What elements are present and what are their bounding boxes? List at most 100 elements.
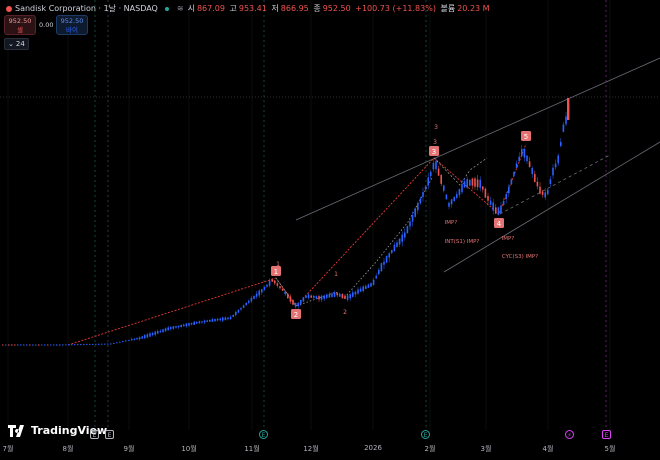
candle <box>456 194 458 198</box>
candle <box>23 344 25 346</box>
visibility-icon[interactable]: ≋ <box>176 4 184 13</box>
buy-price: 952.50 <box>60 17 84 25</box>
candle <box>383 261 385 265</box>
candle <box>448 202 450 207</box>
candle <box>357 289 359 294</box>
sell-label: 셀 <box>17 26 23 34</box>
tradingview-logo-icon <box>8 424 24 437</box>
candle <box>38 344 40 346</box>
candle <box>170 327 172 329</box>
candle <box>411 215 414 222</box>
x-tick-label: 12월 <box>303 445 319 453</box>
candle <box>534 174 536 182</box>
candle <box>131 339 133 341</box>
candle <box>26 344 28 346</box>
candle <box>440 174 442 184</box>
candle <box>162 329 164 332</box>
candle <box>302 297 305 302</box>
candle <box>432 163 435 170</box>
wave-line-secondary[interactable] <box>275 177 433 307</box>
candle <box>261 289 263 293</box>
x-tick-label: 3월 <box>480 445 492 453</box>
buy-button[interactable]: 952.50 바이 <box>56 15 88 35</box>
candle <box>354 291 357 295</box>
candle <box>479 179 481 188</box>
candle <box>339 293 341 297</box>
symbol-title[interactable]: Sandisk Corporation · 1날 · NASDAQ <box>15 4 158 13</box>
candle <box>185 323 188 327</box>
candle <box>245 302 247 306</box>
x-tick-label: 10월 <box>181 445 197 453</box>
candle <box>266 284 268 287</box>
close-label: 종 <box>313 4 321 13</box>
candle <box>292 299 294 305</box>
imp-label-2: IMP? <box>502 236 515 242</box>
candle <box>463 181 466 188</box>
candle <box>471 178 474 186</box>
candle <box>68 344 70 346</box>
candle <box>258 290 260 296</box>
earnings-event-icon[interactable]: E <box>105 430 114 439</box>
candle <box>203 320 206 323</box>
candle <box>136 338 138 340</box>
wave-marker-3-label: 3 <box>432 148 436 156</box>
earnings-event-icon[interactable]: E <box>259 430 268 439</box>
close-value: 952.50 <box>322 4 351 13</box>
candle <box>523 148 526 158</box>
candle <box>98 343 100 345</box>
candle <box>133 338 136 340</box>
candle <box>83 344 85 345</box>
sell-button[interactable]: 952.50 셀 <box>4 15 36 35</box>
spread-value: 0.00 <box>39 21 54 29</box>
candle <box>341 294 344 299</box>
candle <box>422 192 424 197</box>
candle <box>427 177 429 186</box>
candle <box>565 116 567 125</box>
earnings-event-icon[interactable]: E <box>421 430 430 439</box>
candle <box>367 284 370 288</box>
candle <box>44 344 46 346</box>
sell-price: 952.50 <box>8 17 32 25</box>
candle <box>328 294 331 298</box>
cyc-label: CYC(S3) IMP? <box>502 254 538 260</box>
candle <box>35 344 37 346</box>
channel-upper-line[interactable] <box>295 57 660 221</box>
wave-marker-3[interactable]: 3 <box>429 146 439 156</box>
channel-lower-line[interactable] <box>443 141 660 273</box>
tradingview-logo[interactable]: TradingView <box>8 424 107 437</box>
candle <box>209 319 211 322</box>
wave-marker-4[interactable]: 4 <box>494 218 504 228</box>
wave-marker-2[interactable]: 2 <box>291 309 301 319</box>
candle <box>14 344 16 346</box>
candle <box>536 181 539 187</box>
x-tick-label: 2월 <box>424 445 436 453</box>
candle <box>71 344 73 346</box>
indicators-collapse-button[interactable]: ⌄ 24 <box>4 38 29 50</box>
change-value: +100.73 (+11.83%) <box>355 4 436 13</box>
candle <box>370 283 372 287</box>
candle <box>222 317 224 321</box>
candle <box>122 341 124 342</box>
candle <box>74 344 76 346</box>
channel-mid-line[interactable] <box>499 154 611 215</box>
candle <box>344 295 346 299</box>
candle <box>346 295 349 300</box>
wave-marker-5[interactable]: 5 <box>521 131 531 141</box>
lightning-icon[interactable]: ⚡ <box>565 430 574 439</box>
candle <box>443 185 445 191</box>
wave-marker-1[interactable]: 1 <box>271 266 281 276</box>
candle <box>125 340 127 342</box>
candle <box>445 194 448 200</box>
earnings-event-icon[interactable]: E <box>602 430 611 439</box>
candle <box>274 280 276 284</box>
candle <box>279 286 281 289</box>
candle <box>406 225 409 234</box>
candle <box>310 295 312 298</box>
volume-value: 20.23 M <box>457 4 490 13</box>
candle <box>484 188 487 198</box>
earnings-event-icon[interactable]: E <box>90 430 99 439</box>
candle <box>297 303 299 307</box>
wave-line-minor[interactable] <box>433 157 488 186</box>
tradingview-logo-text: TradingView <box>31 424 108 437</box>
